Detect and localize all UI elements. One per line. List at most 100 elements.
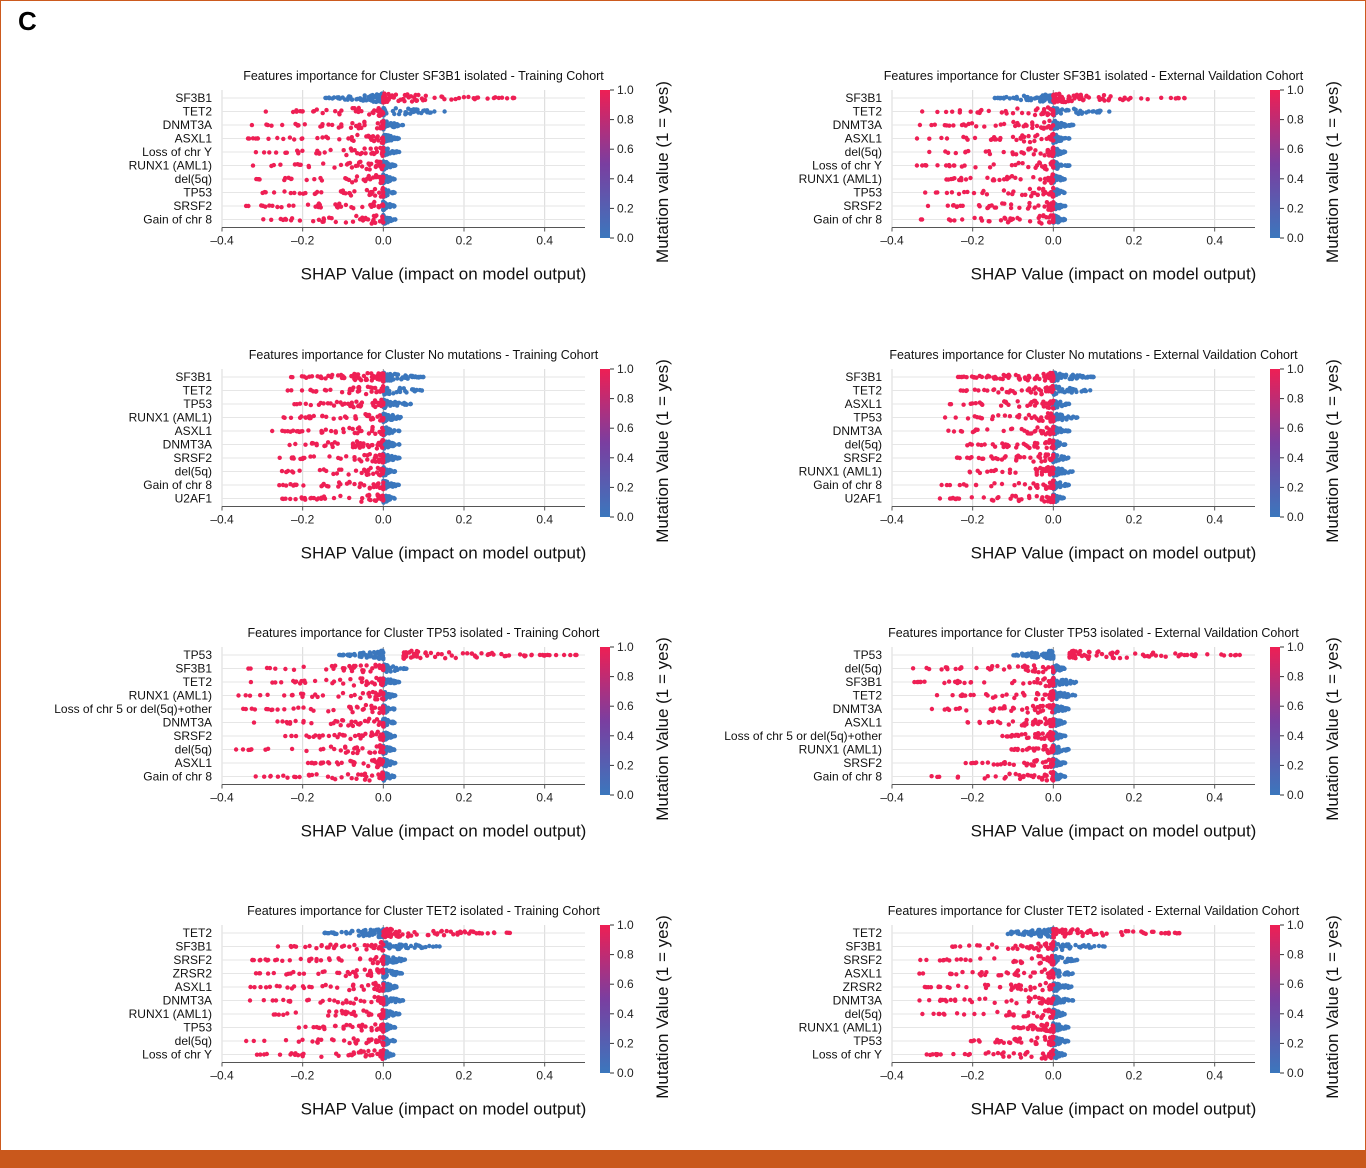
data-dot xyxy=(1059,375,1064,380)
data-dot xyxy=(275,135,280,141)
data-dot xyxy=(1006,191,1011,196)
data-dot xyxy=(1048,208,1054,213)
data-dot xyxy=(1049,134,1054,140)
data-dot xyxy=(332,165,337,170)
data-dot xyxy=(1043,432,1048,437)
data-dot xyxy=(325,136,331,141)
data-dot xyxy=(1036,670,1041,675)
data-dot xyxy=(1068,415,1073,421)
data-dot xyxy=(376,481,381,486)
data-dot xyxy=(1087,650,1092,655)
data-dot xyxy=(372,682,377,687)
feature-label: Gain of chr 8 xyxy=(143,478,212,492)
data-dot xyxy=(947,164,952,169)
data-dot xyxy=(350,180,355,185)
data-dot xyxy=(1031,481,1036,486)
x-tick-label: 0.2 xyxy=(456,513,473,527)
data-dot xyxy=(311,495,317,501)
data-dot xyxy=(338,204,344,209)
data-dot xyxy=(998,135,1003,141)
data-dot xyxy=(942,415,948,420)
data-dot xyxy=(1008,388,1013,393)
data-dot xyxy=(1058,122,1063,128)
data-dot xyxy=(1018,177,1023,182)
feature-dots xyxy=(243,199,397,213)
data-dot xyxy=(388,121,393,126)
feature-label: del(5q) xyxy=(845,145,882,159)
feature-dots xyxy=(245,132,401,146)
data-dot xyxy=(1054,664,1060,670)
data-dot xyxy=(1050,179,1055,184)
data-dot xyxy=(380,469,385,474)
data-dot xyxy=(247,693,253,698)
data-dot xyxy=(328,387,333,392)
data-dot xyxy=(385,758,390,763)
data-dot xyxy=(291,667,297,672)
x-tick-label: 0.4 xyxy=(1206,513,1223,527)
data-dot xyxy=(985,373,991,378)
feature-dots xyxy=(285,384,425,397)
data-dot xyxy=(387,457,393,462)
data-dot xyxy=(246,136,252,141)
data-dot xyxy=(338,456,343,461)
data-dot xyxy=(313,692,318,697)
data-dot xyxy=(344,481,350,486)
data-dot xyxy=(373,163,379,169)
data-dot xyxy=(291,203,296,208)
data-dot xyxy=(314,107,319,112)
data-dot xyxy=(308,402,313,408)
data-dot xyxy=(336,484,341,489)
feature-dots xyxy=(281,411,403,425)
data-dot xyxy=(377,113,382,118)
data-dot xyxy=(947,496,953,501)
data-dot xyxy=(959,665,964,671)
data-dot xyxy=(317,202,322,207)
data-dot xyxy=(985,469,990,474)
data-dot xyxy=(975,468,980,473)
feature-label: Gain of chr 8 xyxy=(813,213,882,227)
data-dot xyxy=(374,126,380,131)
colorbar-tick-label: 0.6 xyxy=(617,699,634,713)
feature-label: TET2 xyxy=(183,675,213,689)
data-dot xyxy=(1031,175,1036,180)
data-dot xyxy=(379,696,385,701)
data-dot xyxy=(280,428,285,433)
data-dot xyxy=(326,122,331,127)
data-dot xyxy=(348,677,353,682)
data-dot xyxy=(358,663,363,668)
data-dot xyxy=(287,442,292,448)
colorbar-tick-label: 0.4 xyxy=(1287,451,1304,465)
data-dot xyxy=(398,666,403,671)
data-dot xyxy=(990,442,995,447)
colorbar-tick-label: 0.2 xyxy=(1287,201,1304,215)
data-dot xyxy=(1065,428,1070,434)
data-dot xyxy=(333,219,338,225)
data-dot xyxy=(328,721,334,727)
data-dot xyxy=(953,666,958,672)
feature-dots xyxy=(277,451,402,465)
data-dot xyxy=(1126,97,1131,102)
data-dot xyxy=(257,177,262,182)
feature-dots xyxy=(250,159,398,172)
feature-label: RUNX1 (AML1) xyxy=(129,689,212,703)
data-dot xyxy=(428,650,434,656)
data-dot xyxy=(1072,649,1077,654)
data-dot xyxy=(1007,467,1013,472)
data-dot xyxy=(1059,456,1064,461)
data-dot xyxy=(1015,442,1020,447)
colorbar-tick-label: 0.2 xyxy=(1287,480,1304,494)
feature-label: del(5q) xyxy=(845,662,882,676)
data-dot xyxy=(338,372,344,378)
data-dot xyxy=(961,482,966,487)
colorbar-label: Mutation value (1 = yes) xyxy=(1323,81,1342,263)
data-dot xyxy=(424,653,430,658)
data-dot xyxy=(442,97,447,102)
data-dot xyxy=(389,720,394,726)
data-dot xyxy=(499,95,505,100)
data-dot xyxy=(1085,375,1090,380)
x-tick-label: –0.4 xyxy=(880,791,904,805)
feature-dots xyxy=(263,105,447,118)
data-dot xyxy=(375,465,381,471)
data-dot xyxy=(297,191,302,196)
data-dot xyxy=(1020,664,1026,669)
